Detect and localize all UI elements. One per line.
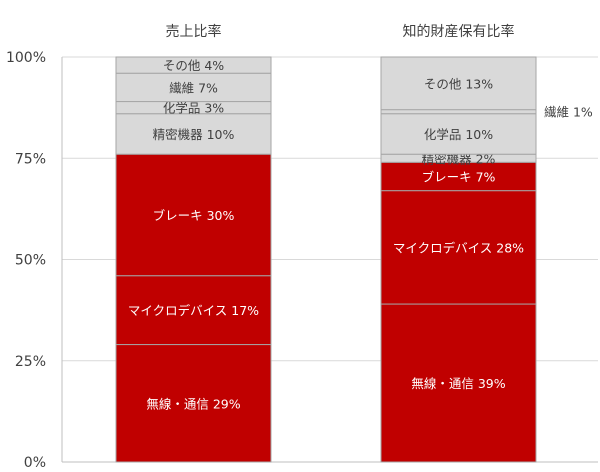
segment-label: 化学品 3% — [163, 101, 224, 116]
segment-label: 繊維 7% — [169, 80, 218, 95]
column-title: 知的財産保有比率 — [403, 23, 515, 40]
bar-segment — [380, 161, 537, 192]
segment-label: マイクロデバイス 17% — [128, 303, 259, 318]
bar-segment — [380, 113, 537, 155]
bar-segment — [115, 344, 272, 463]
segment-label: 無線・通信 29% — [146, 396, 240, 411]
bar-2: 無線・通信 39% マイクロデバイス 28% ブレーキ 7% 精密機器 2% 化学品 1… — [380, 56, 593, 463]
column-title: 売上比率 — [166, 23, 222, 40]
column-titles: 売上比率 知的財産保有比率 — [166, 23, 515, 40]
segment-label: 無線・通信 39% — [411, 376, 505, 391]
bar-segment — [380, 303, 537, 463]
segment-label: マイクロデバイス 28% — [393, 240, 524, 255]
y-tick-label: 0% — [24, 455, 46, 471]
bars: 無線・通信 29% マイクロデバイス 17% ブレーキ 30% 精密機器 10% 化学品… — [115, 56, 593, 463]
bar-segment — [380, 109, 537, 115]
bar-segment — [115, 113, 272, 155]
segment-label: 精密機器 10% — [153, 127, 235, 142]
segment-label: その他 13% — [424, 76, 493, 91]
y-tick-label: 50% — [15, 253, 46, 269]
y-tick-label: 25% — [15, 354, 46, 370]
segment-label: その他 4% — [163, 58, 224, 73]
bar-segment — [380, 56, 537, 111]
bar-1: 無線・通信 29% マイクロデバイス 17% ブレーキ 30% 精密機器 10% 化学品… — [115, 56, 272, 463]
bar-segment — [115, 275, 272, 346]
segment-label: ブレーキ 7% — [422, 169, 496, 184]
segment-label: 精密機器 2% — [422, 151, 496, 166]
bar-segment — [380, 190, 537, 305]
segment-label: 繊維 1% — [544, 105, 593, 120]
segment-label: ブレーキ 30% — [153, 208, 235, 223]
bar-segment — [115, 56, 272, 74]
segment-label: 化学品 10% — [424, 127, 493, 142]
y-tick-label: 100% — [6, 50, 46, 66]
y-tick-label: 75% — [15, 151, 46, 167]
bar-segment — [115, 153, 272, 277]
